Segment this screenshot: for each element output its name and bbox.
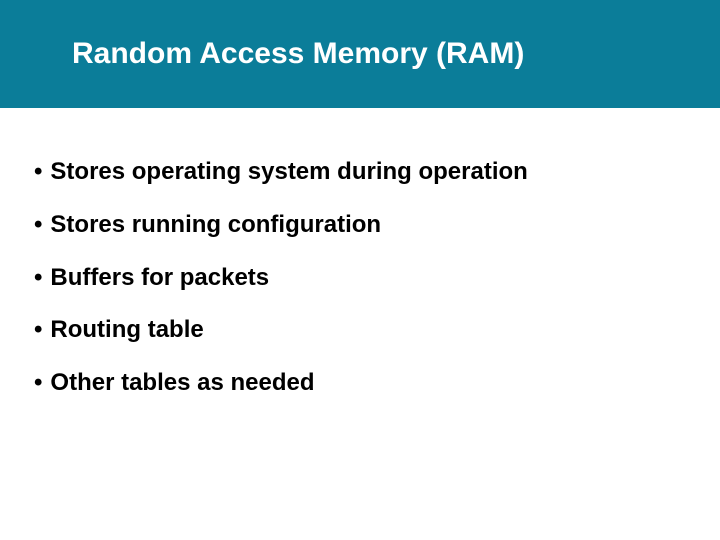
bullet-text: Routing table	[50, 316, 203, 345]
list-item: • Stores operating system during operati…	[34, 158, 720, 187]
list-item: • Buffers for packets	[34, 264, 720, 293]
slide-header: Random Access Memory (RAM)	[0, 0, 720, 108]
bullet-text: Stores running configuration	[50, 211, 381, 240]
bullet-icon: •	[34, 369, 42, 398]
bullet-list: • Stores operating system during operati…	[34, 158, 720, 398]
bullet-icon: •	[34, 211, 42, 240]
list-item: • Other tables as needed	[34, 369, 720, 398]
list-item: • Stores running configuration	[34, 211, 720, 240]
bullet-text: Stores operating system during operation	[50, 158, 527, 187]
bullet-icon: •	[34, 158, 42, 187]
bullet-text: Buffers for packets	[50, 264, 269, 293]
bullet-icon: •	[34, 264, 42, 293]
list-item: • Routing table	[34, 316, 720, 345]
slide-title: Random Access Memory (RAM)	[72, 37, 524, 71]
bullet-text: Other tables as needed	[50, 369, 314, 398]
bullet-icon: •	[34, 316, 42, 345]
slide-body: • Stores operating system during operati…	[0, 108, 720, 398]
